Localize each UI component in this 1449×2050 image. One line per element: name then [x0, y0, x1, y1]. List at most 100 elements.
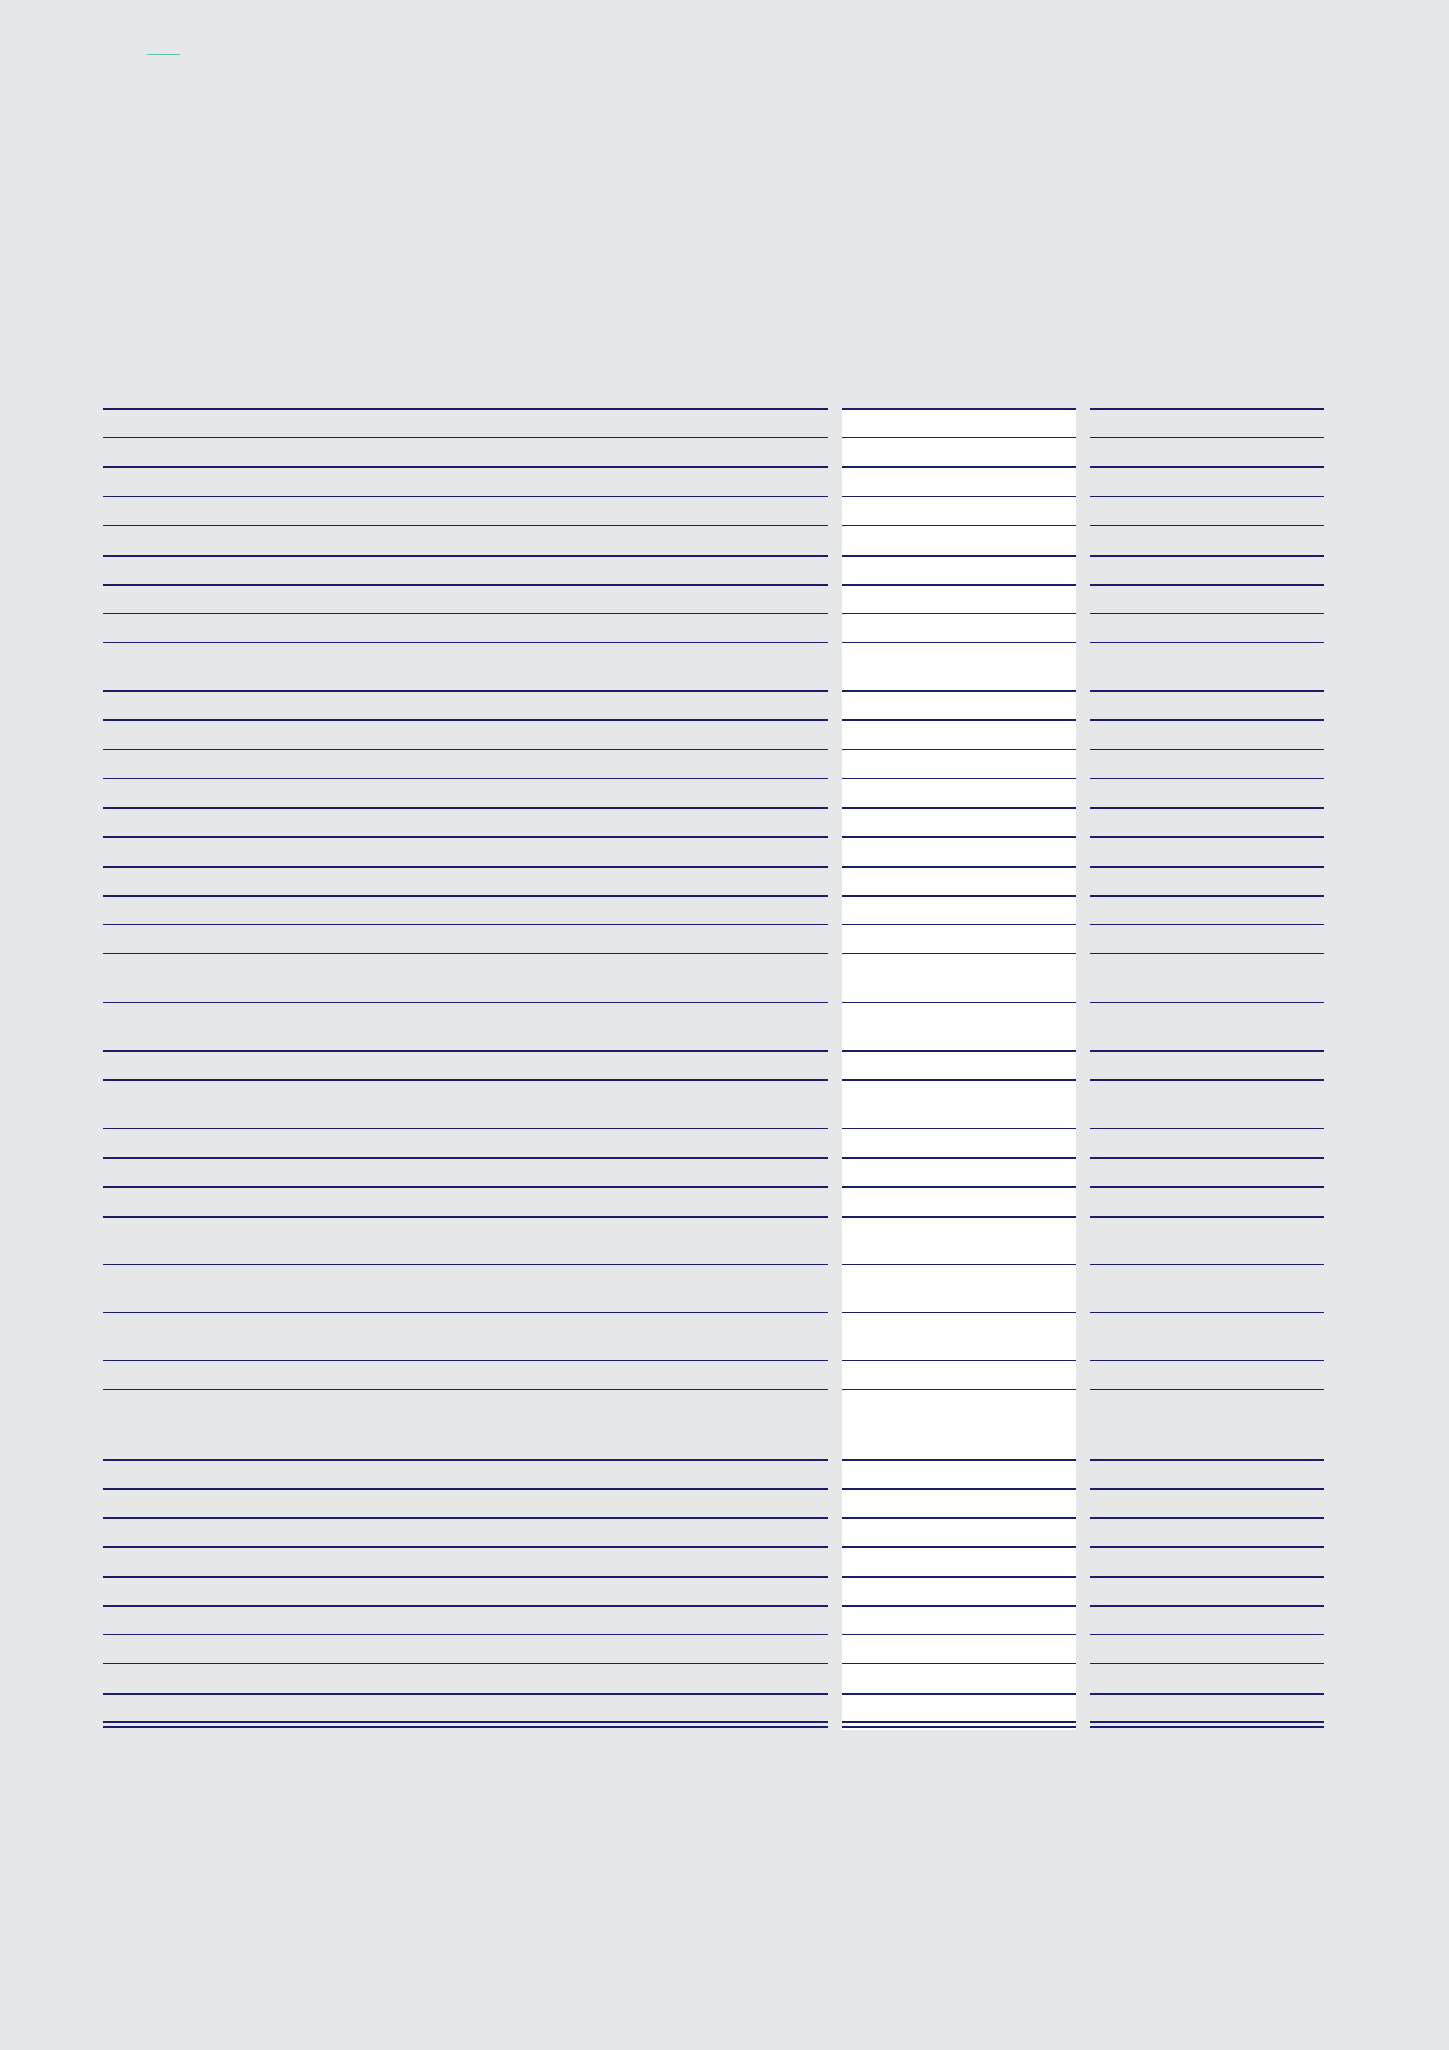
row-rule — [103, 1002, 828, 1003]
row-rule — [103, 613, 828, 614]
row-rule — [842, 1488, 1076, 1490]
row-rule — [1090, 555, 1324, 557]
row-rule — [842, 1002, 1076, 1003]
row-rule — [1090, 1721, 1324, 1728]
row-rule — [103, 924, 828, 925]
row-rule — [1090, 613, 1324, 614]
row-rule — [103, 778, 828, 779]
row-rule — [1090, 895, 1324, 897]
row-rule — [842, 437, 1076, 438]
row-rule — [842, 642, 1076, 643]
row-rule — [103, 496, 828, 497]
row-rule — [842, 525, 1076, 526]
row-rule — [103, 1157, 828, 1159]
row-rule — [103, 690, 828, 692]
row-rule — [103, 1264, 828, 1265]
row-rule — [103, 807, 828, 809]
row-rule — [1090, 807, 1324, 809]
row-rule — [842, 1128, 1076, 1129]
row-rule — [1090, 690, 1324, 692]
row-rule — [103, 749, 828, 750]
row-rule — [103, 1663, 828, 1664]
row-rule — [103, 1128, 828, 1129]
row-rule — [1090, 1634, 1324, 1635]
row-rule — [1090, 866, 1324, 868]
row-rule — [842, 690, 1076, 692]
row-rule — [842, 466, 1076, 468]
row-rule — [103, 866, 828, 868]
row-rule — [103, 466, 828, 468]
row-rule — [1090, 749, 1324, 750]
row-rule — [1090, 1312, 1324, 1313]
row-rule — [842, 749, 1076, 750]
row-rule — [103, 953, 828, 954]
row-rule — [1090, 719, 1324, 721]
row-rule — [842, 1459, 1076, 1461]
row-rule — [103, 1459, 828, 1461]
row-rule — [103, 437, 828, 438]
row-rule — [103, 1488, 828, 1490]
row-rule — [842, 1663, 1076, 1664]
row-rule — [103, 1721, 828, 1728]
row-rule — [842, 1721, 1076, 1728]
row-rule — [103, 1389, 828, 1390]
row-rule — [103, 1634, 828, 1635]
row-rule — [842, 953, 1076, 954]
row-rule — [842, 836, 1076, 838]
row-rule — [1090, 1605, 1324, 1607]
row-rule — [103, 525, 828, 526]
row-rule — [103, 1360, 828, 1361]
row-rule — [842, 1186, 1076, 1188]
row-rule — [842, 613, 1076, 614]
row-rule — [1090, 466, 1324, 468]
row-rule — [1090, 525, 1324, 526]
row-rule — [1090, 1663, 1324, 1664]
row-rule — [842, 496, 1076, 497]
row-rule — [103, 1050, 828, 1052]
current-year-column-highlight — [842, 408, 1076, 1730]
row-rule — [103, 1216, 828, 1218]
row-rule — [1090, 1459, 1324, 1461]
row-rule — [842, 719, 1076, 721]
row-rule — [1090, 1360, 1324, 1361]
row-rule — [103, 584, 828, 586]
row-rule — [842, 807, 1076, 809]
row-rule — [842, 1264, 1076, 1265]
row-rule — [842, 866, 1076, 868]
row-rule — [842, 1312, 1076, 1313]
row-rule — [1090, 437, 1324, 438]
row-rule — [1090, 1079, 1324, 1081]
row-rule — [1090, 1488, 1324, 1490]
row-rule — [842, 778, 1076, 779]
row-rule — [1090, 1128, 1324, 1129]
row-rule — [842, 895, 1076, 897]
row-rule — [842, 1157, 1076, 1159]
row-rule — [103, 555, 828, 557]
row-rule — [842, 924, 1076, 925]
row-rule — [842, 1389, 1076, 1390]
row-rule — [103, 642, 828, 643]
row-rule — [103, 895, 828, 897]
row-rule — [103, 408, 828, 410]
row-rule — [1090, 1186, 1324, 1188]
header-accent-line — [147, 54, 180, 55]
row-rule — [103, 1576, 828, 1578]
row-rule — [103, 1079, 828, 1081]
row-rule — [1090, 1546, 1324, 1548]
row-rule — [842, 1216, 1076, 1218]
row-rule — [842, 408, 1076, 410]
row-rule — [1090, 1216, 1324, 1218]
row-rule — [842, 1605, 1076, 1607]
row-rule — [103, 1546, 828, 1548]
row-rule — [842, 1050, 1076, 1052]
row-rule — [842, 1517, 1076, 1519]
row-rule — [1090, 408, 1324, 410]
row-rule — [1090, 1264, 1324, 1265]
row-rule — [103, 1312, 828, 1313]
row-rule — [103, 1517, 828, 1519]
row-rule — [1090, 1389, 1324, 1390]
row-rule — [1090, 642, 1324, 643]
row-rule — [842, 584, 1076, 586]
